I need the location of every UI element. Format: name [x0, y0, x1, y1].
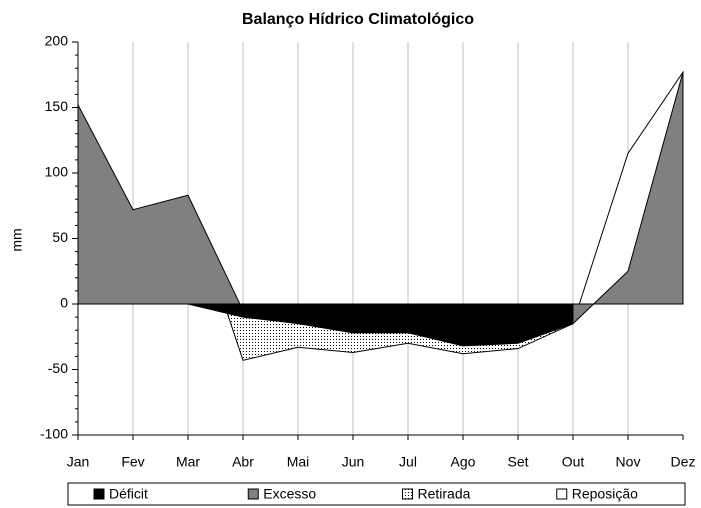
chart-title: Balanço Hídrico Climatológico [242, 11, 474, 28]
legend [67, 482, 686, 506]
x-tick-label: Mai [287, 454, 310, 470]
x-tick-label: Jan [67, 454, 90, 470]
area [187, 303, 574, 347]
legend-marker [247, 488, 259, 500]
legend-marker [402, 488, 413, 500]
legend-label: Reposição [572, 486, 638, 502]
x-tick-label: Abr [232, 454, 254, 470]
x-tick-label: Nov [616, 454, 641, 470]
y-tick-label: 50 [52, 229, 68, 245]
legend-marker [556, 488, 568, 500]
x-tick-label: Fev [121, 454, 144, 470]
legend-label: Déficit [109, 486, 148, 502]
x-tick-label: Set [507, 454, 528, 470]
legend-label: Excesso [263, 486, 316, 502]
y-tick-label: -100 [40, 426, 68, 442]
legend-marker [93, 488, 105, 500]
x-tick-label: Out [562, 454, 585, 470]
legend-label: Retirada [418, 486, 471, 502]
y-tick-label: 150 [45, 98, 69, 114]
y-tick-label: 200 [45, 33, 69, 49]
x-tick-label: Mar [176, 454, 200, 470]
x-tick-label: Ago [451, 454, 476, 470]
y-tick-label: -50 [48, 360, 68, 376]
y-tick-label: 0 [60, 295, 68, 311]
y-axis-label: mm [9, 228, 25, 251]
x-tick-label: Jun [342, 454, 365, 470]
y-tick-label: 100 [45, 164, 69, 180]
x-tick-label: Dez [671, 454, 696, 470]
x-tick-label: Jul [399, 454, 417, 470]
